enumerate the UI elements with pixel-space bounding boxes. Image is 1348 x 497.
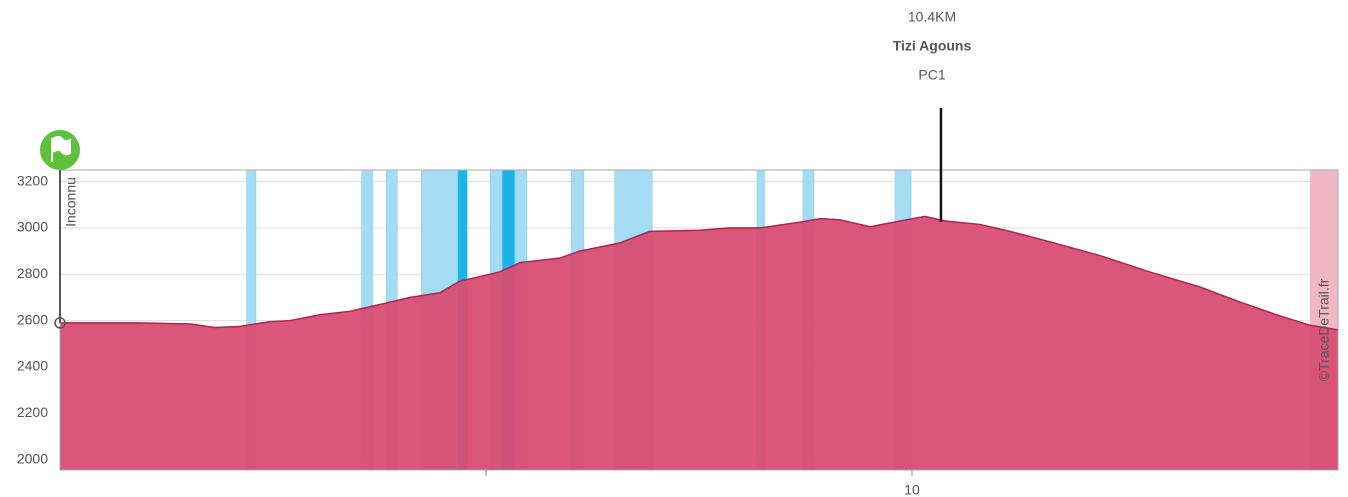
annotation-distance: 10.4KM <box>908 9 956 25</box>
start-flag <box>51 136 71 162</box>
y-tick-label: 3000 <box>17 219 48 235</box>
x-tick-label: 10 <box>904 482 920 497</box>
annotation-name: Tizi Agouns <box>893 38 972 54</box>
y-tick-label: 2000 <box>17 450 48 466</box>
watermark: ©TraceDeTrail.fr <box>1316 278 1332 381</box>
y-tick-label: 2200 <box>17 404 48 420</box>
y-tick-label: 2800 <box>17 265 48 281</box>
annotation-code: PC1 <box>918 67 945 83</box>
elevation-line <box>60 215 1339 331</box>
y-tick-label: 2400 <box>17 358 48 374</box>
elevation-area <box>60 216 1338 470</box>
start-label: Inconnu <box>63 177 79 227</box>
start-point <box>54 317 66 329</box>
y-tick-label: 2600 <box>17 311 48 327</box>
y-tick-label: 3200 <box>17 172 48 188</box>
